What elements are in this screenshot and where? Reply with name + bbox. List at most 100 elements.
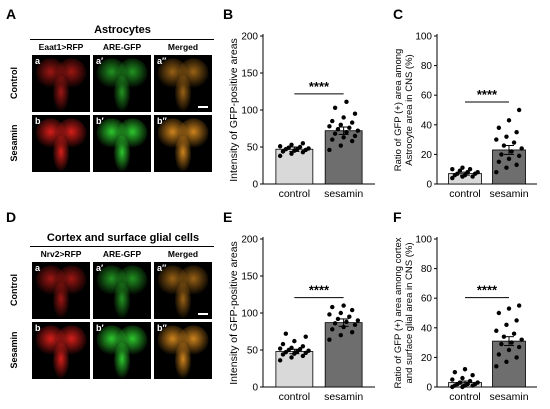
data-point [506,156,512,162]
data-point [462,172,468,178]
data-point [349,330,355,335]
data-point [341,324,346,330]
brain-glow [157,118,209,172]
data-point [455,171,460,176]
y-tick-label: 100 [241,106,258,117]
data-point [511,140,517,145]
y-tick-label: 100 [415,235,432,246]
data-point [352,111,358,116]
data-point [504,134,509,139]
data-point [506,347,512,353]
data-point [277,144,283,149]
micrograph-image: a′ [93,55,151,112]
data-point [506,306,512,311]
subpanel-letter: b′ [96,116,104,126]
y-tick-label: 200 [241,235,258,246]
brain-glow [35,265,87,319]
ventral-cord-shape [174,75,192,112]
data-point [504,165,509,170]
data-point [355,128,361,133]
column-header: Merged [167,42,199,52]
ventral-cord-shape [174,135,192,172]
subpanel-letter: a [35,56,41,66]
ventral-cord-shape [52,342,70,379]
y-tick-label: 60 [421,294,433,305]
data-point [292,338,297,344]
data-point [289,151,294,156]
bar-chart-f: 0 20 40 60 80 100 Ratio of GFP (+) area among … [393,235,537,403]
micrograph-image: b [32,322,90,379]
significance-stars: **** [309,283,330,298]
micrograph-image: b [32,115,90,172]
data-point [327,147,332,153]
y-tick-label: 0 [252,383,258,394]
y-tick-label: 40 [421,323,433,334]
micrograph-image: a″ [154,262,212,319]
significance-stars: **** [477,283,498,298]
data-point [277,153,283,159]
data-point [330,304,335,310]
subpanel-letter: a″ [157,56,167,66]
data-point [519,337,524,342]
y-tick-label: 150 [241,69,258,80]
data-point [338,333,343,338]
data-point [341,303,346,308]
data-point [338,122,343,128]
y-tick-label: 50 [247,143,259,154]
bar [275,351,314,388]
micrograph-image: b′ [93,322,151,379]
y-axis-label: Astrocyte area in CNS (%) [404,54,415,165]
data-point [514,318,519,323]
column-header: ARE-GFP [102,42,142,52]
row-label: Sesamin [9,123,19,162]
y-tick-label: 0 [252,180,258,191]
data-point [452,370,458,375]
data-point [347,125,352,130]
data-point [475,169,480,175]
data-point [289,142,294,147]
brain-glow [35,325,87,379]
data-point [516,344,522,350]
data-point [289,345,294,350]
ventral-cord-shape [174,342,192,379]
micrograph-image: a [32,55,90,112]
subpanel-letter: b [35,116,41,126]
data-point [349,307,355,313]
data-point [450,377,455,382]
data-point [514,355,519,360]
significance-stars: **** [309,79,330,94]
data-point [496,352,502,357]
data-point [335,316,341,322]
data-point [297,144,303,150]
data-point [457,380,463,385]
data-point [303,334,308,339]
data-point [344,99,349,105]
y-tick-label: 50 [247,346,259,357]
data-point [470,174,475,179]
data-point [332,105,338,110]
micrograph-image: b″ [154,322,212,379]
column-header: ARE-GFP [102,249,142,259]
panel-letter-e: E [223,209,233,225]
ventral-cord-shape [113,135,131,172]
data-point [306,146,311,151]
subpanel-letter: b″ [157,323,167,333]
data-point [494,137,499,142]
data-point [511,331,517,336]
scale-bar [198,106,208,108]
x-tick-label: control [279,391,311,403]
brain-glow [96,325,148,379]
brain-glow [96,118,148,172]
data-point [496,159,502,164]
data-point [277,358,283,363]
title-rule [30,246,214,247]
y-axis-label: Ratio of GFP (+) area among cortex [393,237,404,388]
column-header: Merged [167,249,199,259]
subpanel-letter: a′ [96,56,104,66]
data-point [300,353,306,359]
micrograph-title: Cortex and surface glial cells [46,232,200,244]
panel-letter-a: A [6,6,17,22]
micrograph-panel-d: Cortex and surface glial cells Nrv2>RFP A… [0,205,220,409]
data-point [330,118,335,124]
